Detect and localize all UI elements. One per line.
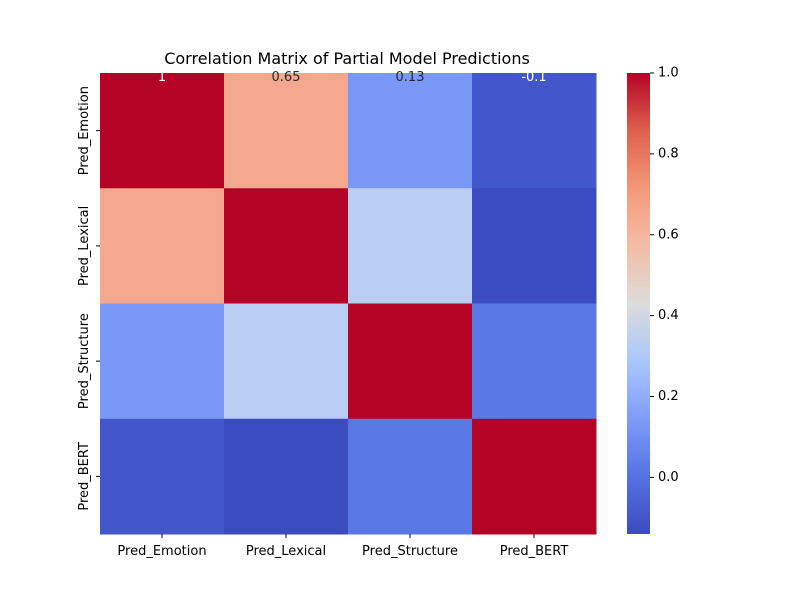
colorbar-gradient [627, 73, 650, 534]
colorbar-tick-label: 0.8 [658, 146, 679, 161]
chart-title: Correlation Matrix of Partial Model Pred… [164, 49, 530, 68]
heatmap-cell [472, 303, 597, 420]
x-tick-label: Pred_Lexical [246, 544, 326, 559]
cell-annotation: 0.65 [272, 70, 301, 85]
y-tick-label: Pred_Structure [77, 313, 92, 409]
colorbar: 0.0 0.2 0.4 0.6 0.8 1.0 [627, 66, 679, 534]
colorbar-tick-label: 0.2 [658, 389, 679, 404]
heatmap-cell [100, 303, 225, 420]
x-axis-ticks: Pred_Emotion Pred_Lexical Pred_Structure Pr… [117, 534, 568, 559]
heatmap-cell [348, 188, 473, 304]
heatmap-cell [472, 188, 597, 304]
y-tick-label: Pred_Emotion [77, 86, 92, 175]
colorbar-tick-label: 1.0 [658, 66, 679, 81]
heatmap-cell [348, 303, 473, 420]
heatmap-cell [100, 188, 225, 304]
cell-annotation: 0.13 [396, 70, 425, 85]
heatmap-cell [224, 303, 349, 420]
x-tick-label: Pred_Emotion [117, 544, 206, 559]
cell-annotations: 1 0.65 0.13 -0.1 [158, 70, 547, 85]
heatmap-cell [224, 73, 349, 189]
y-tick-label: Pred_Lexical [77, 206, 92, 286]
heatmap-cell [348, 73, 473, 189]
colorbar-tick-label: 0.0 [658, 470, 679, 485]
heatmap-cell [472, 73, 597, 189]
heatmap-cells [100, 73, 597, 535]
colorbar-tick-label: 0.4 [658, 308, 679, 323]
colorbar-tick-label: 0.6 [658, 227, 679, 242]
cell-annotation: -0.1 [521, 70, 546, 85]
heatmap-cell [224, 188, 349, 304]
colorbar-ticks: 0.0 0.2 0.4 0.6 0.8 1.0 [650, 66, 679, 485]
y-axis-ticks: Pred_Emotion Pred_Lexical Pred_Structure Pr… [77, 86, 100, 511]
heatmap-cell [100, 418, 225, 535]
heatmap-cell [224, 418, 349, 535]
heatmap-cell [348, 418, 473, 535]
y-tick-label: Pred_BERT [77, 442, 92, 511]
heatmap-cell [472, 418, 597, 535]
heatmap-cell [100, 73, 225, 189]
cell-annotation: 1 [158, 70, 166, 85]
x-tick-label: Pred_BERT [500, 544, 569, 559]
x-tick-label: Pred_Structure [362, 544, 458, 559]
